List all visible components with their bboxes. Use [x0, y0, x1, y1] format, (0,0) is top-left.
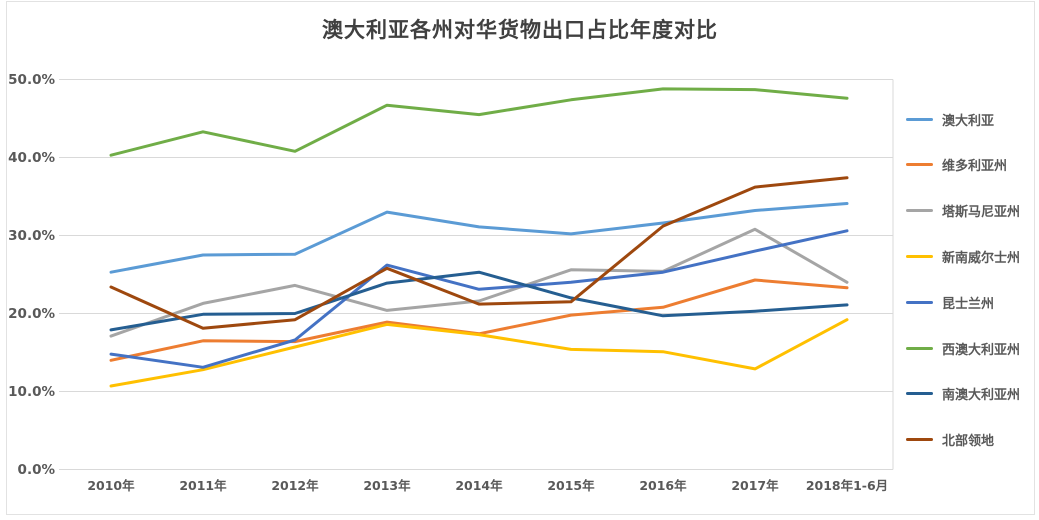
x-axis-tick-label: 2013年: [363, 478, 411, 493]
legend-label: 南澳大利亚州: [942, 388, 1021, 404]
legend-swatch-icon: [906, 392, 933, 396]
y-axis-tick-label: 50.0%: [8, 72, 55, 88]
legend-item: 维多利亚州: [906, 157, 1008, 175]
y-axis-tick-label: 10.0%: [8, 384, 55, 400]
x-axis-tick-label: 2014年: [455, 478, 503, 493]
legend-swatch-icon: [906, 346, 933, 350]
series-line-澳大利亚: [109, 202, 849, 274]
x-axis-tick-label: 2011年: [179, 478, 227, 493]
legend-label: 新南威尔士州: [942, 250, 1021, 266]
legend-item: 新南威尔士州: [906, 248, 1021, 266]
legend-label: 西澳大利亚州: [942, 342, 1021, 358]
legend-item: 澳大利亚: [906, 111, 995, 129]
legend-label: 塔斯马尼亚州: [942, 205, 1021, 221]
legend-item: 北部领地: [906, 432, 995, 450]
x-axis-tick-label: 2012年: [271, 478, 319, 493]
series-line-维多利亚州: [109, 278, 849, 362]
legend-label: 澳大利亚: [942, 113, 995, 129]
series-line-昆士兰州: [109, 229, 849, 369]
x-axis-tick-label: 2010年: [87, 478, 135, 493]
legend-item: 昆士兰州: [906, 294, 995, 312]
legend-swatch-icon: [906, 163, 933, 167]
legend-label: 昆士兰州: [942, 296, 995, 312]
y-axis-tick-label: 40.0%: [8, 150, 55, 166]
legend-item: 南澳大利亚州: [906, 386, 1021, 404]
series-line-北部领地: [109, 176, 849, 330]
x-axis-tick-label: 2016年: [639, 478, 687, 493]
series-line-西澳大利亚州: [109, 87, 849, 157]
legend-swatch-icon: [906, 117, 933, 121]
y-axis-tick-label: 30.0%: [8, 228, 55, 244]
chart-title: 澳大利亚各州对华货物出口占比年度对比: [322, 18, 718, 42]
y-axis-tick-label: 20.0%: [8, 306, 55, 322]
x-axis-tick-label: 2018年1-6月: [806, 478, 888, 493]
legend-label: 北部领地: [942, 434, 995, 450]
legend-item: 西澳大利亚州: [906, 340, 1021, 358]
x-axis-tick-label: 2017年: [731, 478, 779, 493]
legend-swatch-icon: [906, 300, 933, 304]
legend-label: 维多利亚州: [942, 159, 1008, 175]
x-axis-tick-label: 2015年: [547, 478, 595, 493]
legend-swatch-icon: [906, 438, 933, 442]
legend-swatch-icon: [906, 254, 933, 258]
series-line-南澳大利亚州: [109, 270, 849, 332]
legend-item: 塔斯马尼亚州: [906, 203, 1021, 221]
series-line-新南威尔士州: [109, 318, 849, 388]
series-line-塔斯马尼亚州: [109, 227, 849, 338]
y-axis-tick-label: 0.0%: [18, 462, 56, 478]
chart-frame: [6, 1, 1035, 515]
legend-swatch-icon: [906, 209, 933, 213]
